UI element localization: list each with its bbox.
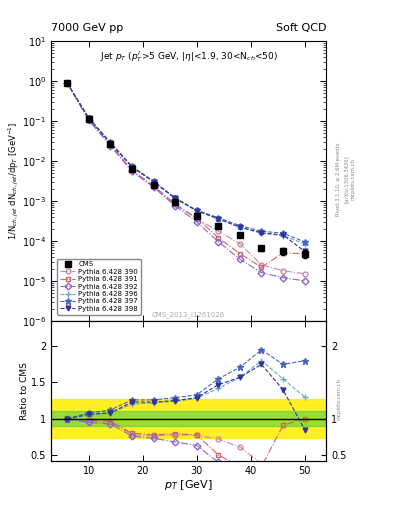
Text: CMS_2013_I1261026: CMS_2013_I1261026: [152, 311, 225, 318]
Bar: [51, 412, 326, 426]
Text: Rivet 3.1.10, ≥ 2.6M events: Rivet 3.1.10, ≥ 2.6M events: [336, 142, 341, 216]
Bar: [51, 399, 326, 438]
Text: Soft QCD: Soft QCD: [276, 23, 326, 33]
Y-axis label: Ratio to CMS: Ratio to CMS: [20, 362, 29, 420]
Legend: CMS, Pythia 6.428 390, Pythia 6.428 391, Pythia 6.428 392, Pythia 6.428 396, Pyt: CMS, Pythia 6.428 390, Pythia 6.428 391,…: [57, 259, 141, 314]
Y-axis label: 1/N$_{ch,jet}$ dN$_{ch,jet}$/dp$_T$ [GeV$^{-1}$]: 1/N$_{ch,jet}$ dN$_{ch,jet}$/dp$_T$ [GeV…: [6, 122, 21, 240]
Text: mcplots.cern.ch: mcplots.cern.ch: [351, 158, 356, 200]
Text: [arXiv:1306.3436]: [arXiv:1306.3436]: [344, 155, 349, 203]
X-axis label: $p_T$ [GeV]: $p_T$ [GeV]: [164, 478, 213, 493]
Text: Jet $p_T$ ($p^l_T$>5 GeV, |$\eta$|<1.9, 30<N$_{ch}$<50): Jet $p_T$ ($p^l_T$>5 GeV, |$\eta$|<1.9, …: [99, 49, 278, 65]
Text: mcplots.cern.ch: mcplots.cern.ch: [336, 378, 341, 420]
Text: 7000 GeV pp: 7000 GeV pp: [51, 23, 123, 33]
